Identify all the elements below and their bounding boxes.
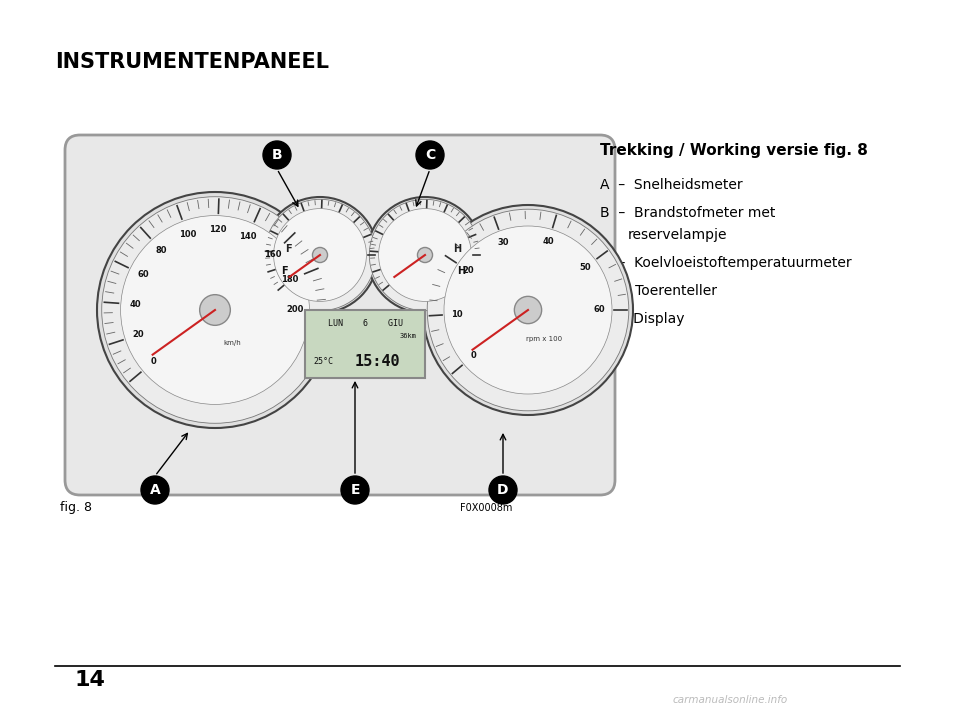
Circle shape [264, 199, 375, 311]
Text: 40: 40 [542, 237, 554, 246]
Circle shape [200, 295, 230, 325]
Text: A  –  Snelheidsmeter: A – Snelheidsmeter [600, 178, 743, 192]
Text: fig. 8: fig. 8 [60, 501, 92, 515]
Text: 36km: 36km [400, 333, 417, 339]
Text: carmanualsonline.info: carmanualsonline.info [672, 695, 787, 705]
Text: A: A [150, 483, 160, 497]
Text: 25°C: 25°C [313, 357, 333, 367]
Text: 200: 200 [286, 306, 304, 315]
Text: 0: 0 [470, 352, 476, 360]
Text: 140: 140 [239, 232, 256, 241]
Circle shape [312, 247, 327, 262]
FancyBboxPatch shape [65, 135, 615, 495]
Circle shape [370, 199, 481, 311]
Text: 20: 20 [132, 330, 145, 340]
Text: D: D [497, 483, 509, 497]
Circle shape [97, 192, 333, 428]
Text: 15:40: 15:40 [354, 354, 399, 369]
Text: 0: 0 [151, 357, 156, 366]
Circle shape [427, 209, 629, 411]
Text: 120: 120 [209, 225, 227, 234]
Text: rpm x 100: rpm x 100 [526, 336, 562, 342]
Text: C  –  Koelvloeistoftemperatuurmeter: C – Koelvloeistoftemperatuurmeter [600, 256, 852, 270]
Text: 60: 60 [593, 306, 605, 315]
Text: B  –  Brandstofmeter met: B – Brandstofmeter met [600, 206, 776, 220]
Text: 100: 100 [179, 230, 196, 239]
Text: LUN    6    GIU: LUN 6 GIU [327, 320, 402, 328]
Text: 10: 10 [451, 310, 463, 318]
Text: H: H [453, 244, 461, 255]
Text: 80: 80 [156, 246, 167, 255]
Text: 14: 14 [75, 670, 106, 690]
Text: F: F [285, 244, 292, 255]
Circle shape [423, 205, 633, 415]
Text: D  –  Toerenteller: D – Toerenteller [600, 284, 717, 298]
Text: C: C [425, 148, 435, 162]
Text: Trekking / Working versie fig. 8: Trekking / Working versie fig. 8 [600, 143, 868, 158]
Text: B: B [272, 148, 282, 162]
Circle shape [367, 197, 483, 313]
Circle shape [444, 226, 612, 394]
Text: 30: 30 [498, 238, 510, 247]
Text: km/h: km/h [224, 340, 242, 346]
Circle shape [263, 141, 291, 169]
Text: 180: 180 [280, 275, 299, 284]
Circle shape [515, 296, 541, 323]
Text: 160: 160 [264, 250, 281, 259]
Circle shape [121, 216, 309, 404]
Circle shape [141, 476, 169, 504]
Text: F: F [280, 267, 287, 277]
Text: 20: 20 [463, 267, 474, 275]
Circle shape [341, 476, 369, 504]
Circle shape [102, 196, 328, 423]
Circle shape [418, 247, 433, 262]
Circle shape [378, 208, 471, 301]
Text: E: E [350, 483, 360, 497]
Text: 60: 60 [137, 270, 149, 279]
Text: reservelampje: reservelampje [628, 228, 728, 242]
Text: INSTRUMENTENPANEEL: INSTRUMENTENPANEEL [55, 52, 329, 72]
Text: H: H [457, 267, 465, 277]
Circle shape [262, 197, 378, 313]
Text: 40: 40 [130, 300, 141, 309]
Text: E  –  Display: E – Display [600, 312, 684, 326]
FancyBboxPatch shape [305, 310, 425, 378]
Text: 50: 50 [580, 263, 591, 272]
Circle shape [274, 208, 367, 301]
Circle shape [489, 476, 517, 504]
Circle shape [416, 141, 444, 169]
Text: F0X0008m: F0X0008m [460, 503, 513, 513]
